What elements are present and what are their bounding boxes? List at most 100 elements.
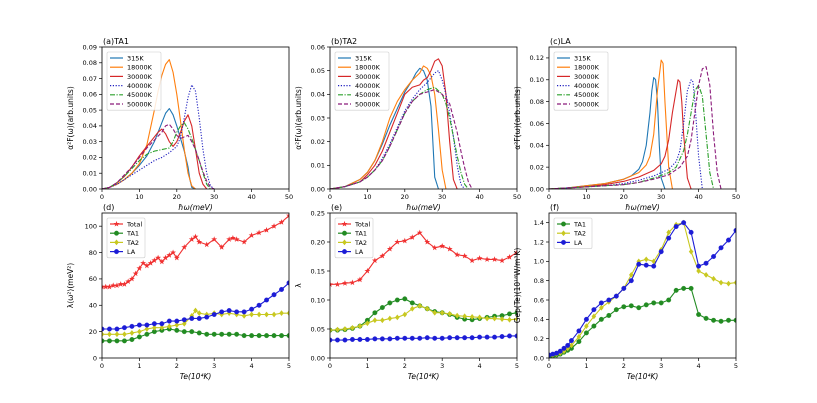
data-point-total — [330, 281, 333, 287]
data-point-total — [233, 236, 240, 242]
x-tick-label: 0 — [328, 193, 332, 201]
data-point-la — [107, 326, 112, 332]
data-point-ta2 — [129, 330, 135, 336]
data-point-total — [334, 281, 341, 287]
data-point-ta2 — [365, 320, 370, 327]
data-point-la — [628, 278, 634, 284]
data-point-la — [166, 318, 172, 324]
data-point-ta1 — [711, 317, 717, 323]
y-tick-label: 0.00 — [530, 185, 544, 193]
data-point-total — [140, 259, 147, 266]
series-line-30000k — [549, 79, 692, 189]
y-tick-label: 1.0 — [534, 258, 544, 266]
legend-label: 30000K — [355, 73, 381, 81]
data-point-ta2 — [726, 280, 731, 287]
data-point-ta2 — [372, 317, 378, 324]
data-point-ta2 — [733, 279, 736, 286]
legend-box — [334, 217, 374, 259]
data-point-ta1 — [696, 312, 702, 317]
panel-label: (d) — [103, 203, 114, 212]
data-point-la — [226, 308, 232, 313]
data-point-ta1 — [196, 330, 202, 336]
legend-marker-ta1 — [561, 221, 566, 227]
data-point-ta2 — [576, 333, 582, 340]
y-tick-label: 0.10 — [311, 296, 325, 304]
data-point-la — [561, 345, 567, 351]
data-point-la — [189, 316, 195, 321]
y-tick-label: 0.08 — [83, 59, 97, 67]
legend-label: 50000K — [127, 100, 153, 108]
data-point-la — [507, 333, 512, 339]
y-tick-label: 20 — [89, 328, 97, 336]
data-point-total — [114, 282, 120, 289]
data-point-ta1 — [379, 305, 385, 310]
data-point-la — [469, 335, 475, 341]
data-point-la — [462, 335, 468, 341]
data-point-ta2 — [447, 311, 452, 317]
data-point-ta1 — [402, 296, 408, 302]
data-point-la — [417, 335, 423, 341]
y-tick-label: 0.07 — [83, 75, 97, 83]
data-point-la — [409, 335, 415, 341]
data-point-la — [335, 337, 340, 343]
y-tick-label: 0.08 — [530, 98, 544, 106]
legend-marker-ta2 — [114, 239, 119, 246]
data-point-ta1 — [219, 331, 225, 337]
data-point-total — [188, 236, 195, 242]
data-point-total — [342, 280, 348, 286]
data-point-total — [386, 245, 393, 252]
data-point-total — [155, 254, 162, 261]
data-point-ta1 — [264, 333, 270, 339]
data-point-ta2 — [628, 271, 634, 278]
data-point-la — [447, 335, 453, 341]
x-tick-label: 40 — [475, 193, 483, 201]
data-point-la — [394, 335, 400, 341]
x-tick-label: 30 — [438, 193, 446, 201]
data-point-ta1 — [234, 331, 240, 337]
x-tick-label: 50 — [513, 193, 521, 201]
data-point-total — [196, 238, 203, 245]
data-point-total — [211, 236, 218, 242]
legend-box — [553, 51, 609, 111]
x-tick-label: 0 — [547, 362, 551, 370]
data-point-ta2 — [499, 316, 505, 323]
data-point-ta1 — [658, 300, 664, 306]
data-point-total — [356, 276, 363, 283]
data-point-la — [606, 297, 612, 303]
legend-label: 50000K — [574, 100, 600, 108]
data-point-la — [718, 245, 724, 251]
data-point-ta2 — [718, 279, 724, 286]
data-point-la — [136, 322, 142, 328]
data-point-total — [371, 257, 378, 264]
data-point-ta1 — [249, 333, 255, 339]
data-point-la — [621, 285, 627, 291]
data-point-ta2 — [711, 275, 716, 282]
data-point-ta2 — [696, 268, 701, 274]
data-point-ta1 — [102, 338, 105, 344]
data-point-total — [506, 253, 513, 260]
y-tick-label: 0.02 — [530, 163, 544, 171]
data-point-la — [424, 335, 430, 341]
data-point-total — [125, 278, 132, 285]
y-axis-label: λ⟨ω²⟩(meV²) — [66, 263, 75, 309]
legend-label: 40000K — [574, 82, 600, 90]
data-point-ta2 — [357, 323, 363, 329]
x-tick-label: 2 — [175, 362, 179, 370]
data-point-la — [484, 334, 490, 340]
y-tick-label: 0.2 — [534, 335, 544, 343]
data-point-la — [144, 322, 150, 328]
data-point-la — [681, 220, 687, 226]
data-point-ta1 — [226, 331, 232, 337]
data-point-ta2 — [492, 315, 497, 322]
plot-area — [330, 229, 517, 343]
y-tick-label: 100 — [85, 222, 97, 230]
data-point-total — [151, 257, 158, 263]
data-point-ta1 — [643, 302, 649, 308]
data-point-total — [394, 238, 401, 245]
series-line-18000k — [102, 59, 196, 189]
data-point-la — [666, 235, 672, 241]
data-point-ta1 — [514, 310, 517, 316]
legend-label: 18000K — [127, 64, 153, 72]
y-axis-label: α²F(ω)(arb.units) — [294, 86, 303, 150]
